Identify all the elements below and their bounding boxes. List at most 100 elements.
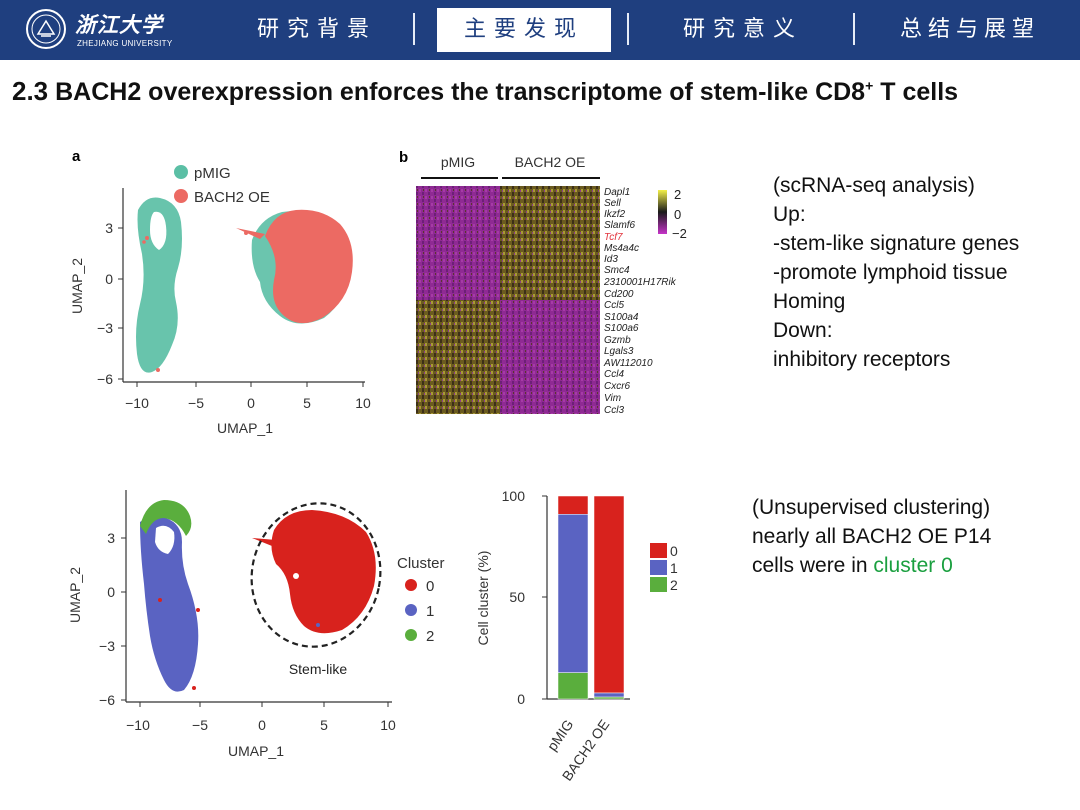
x-tick-label: −10: [125, 395, 149, 411]
nav-separator: [413, 13, 415, 45]
header-bar: 浙江大学 ZHEJIANG UNIVERSITY 研究背景 主要发现 研究意义 …: [0, 0, 1080, 60]
x-axis-label: UMAP_1: [228, 743, 284, 759]
clustering-notes: (Unsupervised clustering) nearly all BAC…: [752, 493, 991, 580]
heatmap-block: [500, 300, 600, 414]
note-line: (scRNA-seq analysis): [773, 174, 975, 197]
y-tick-label: 100: [502, 488, 526, 504]
nav-research-significance[interactable]: 研究意义: [682, 17, 803, 42]
gene-label: Ccl5: [604, 300, 624, 311]
x-tick-label: 10: [355, 395, 371, 411]
y-tick-label: −6: [97, 371, 113, 387]
legend-swatch-1: [650, 560, 667, 575]
legend-cluster-1-label: 1: [426, 603, 434, 620]
y-tick-label: 50: [509, 589, 525, 605]
pmig-cluster-hole: [150, 211, 167, 250]
x-tick-label: −5: [192, 717, 208, 733]
cluster-2-region: [140, 500, 192, 536]
heatmap-block: [416, 186, 500, 300]
scatter-dot: [316, 623, 320, 627]
y-axis-label: UMAP_2: [69, 258, 85, 314]
scale-label: 0: [674, 207, 681, 222]
heatmap-block: [416, 300, 500, 414]
gene-label: Sell: [604, 198, 621, 209]
note-line: Homing: [773, 290, 846, 313]
heatmap-block: [500, 186, 600, 300]
panel-b-label: b: [399, 149, 408, 166]
bar-segment-bach2-oe-cluster-2: [593, 696, 625, 700]
note-line: (Unsupervised clustering): [752, 496, 991, 519]
umap-condition-plot: a pMIG BACH2 OE −10 −5 0 5 10 3 0 −3 −6 …: [69, 148, 371, 436]
bar-segment-bach2-oe-cluster-1: [593, 692, 625, 698]
stem-like-annotation: Stem-like: [289, 661, 348, 677]
note-text: cells were in: [752, 554, 868, 577]
y-tick-label: 3: [107, 530, 115, 546]
panel-a-label: a: [72, 148, 81, 165]
x-axis-label: UMAP_1: [217, 420, 273, 436]
gene-label-highlight: Tcf7: [604, 232, 623, 243]
legend-pmig-label: pMIG: [194, 165, 231, 182]
nav-separator: [627, 13, 629, 45]
umap-cluster-plot: Stem-like Cluster 0 1 2 −10 −5 0 5 10 3 …: [67, 490, 445, 759]
gene-label: Id3: [604, 254, 618, 265]
gene-label: Ccl3: [604, 405, 624, 416]
university-logo[interactable]: 浙江大学 ZHEJIANG UNIVERSITY: [25, 8, 175, 52]
legend-cluster-0-marker: [405, 579, 417, 591]
legend-cluster-2-label: 2: [426, 628, 434, 645]
x-tick-label: 0: [247, 395, 255, 411]
cluster-0-region: [271, 510, 376, 634]
cluster-stacked-bar-chart: 100 50 0 Cell cluster (%) pMIG BACH2 OE …: [475, 488, 678, 784]
scatter-dot: [244, 231, 248, 235]
section-title-tail: T cells: [880, 78, 959, 106]
gene-label: S100a6: [604, 323, 639, 334]
y-axis-label: UMAP_2: [67, 567, 83, 623]
x-tick-label: −5: [188, 395, 204, 411]
note-line: cells were in cluster 0: [752, 551, 991, 580]
logo-chinese-name: 浙江大学: [75, 12, 163, 37]
nav-separator: [853, 13, 855, 45]
y-tick-label: 0: [517, 691, 525, 707]
gene-label: Gzmb: [604, 335, 631, 346]
slide-title: 2.3 BACH2 overexpression enforces the tr…: [12, 76, 958, 107]
y-tick-label: 3: [105, 220, 113, 236]
pmig-cluster: [136, 197, 182, 373]
heatmap-group-label: pMIG: [441, 154, 475, 170]
x-tick-label: 10: [380, 717, 396, 733]
x-tick-label: −10: [126, 717, 150, 733]
gene-label: Vim: [604, 393, 621, 404]
y-axis-label: Cell cluster (%): [475, 551, 491, 646]
scatter-dot: [192, 686, 196, 690]
legend-label: 0: [670, 543, 678, 559]
gene-label: AW112010: [603, 358, 653, 369]
y-tick-label: −6: [99, 692, 115, 708]
nav-summary-outlook[interactable]: 总结与展望: [899, 17, 1040, 42]
gene-label: Lgals3: [604, 346, 634, 357]
note-line: nearly all BACH2 OE P14: [752, 525, 992, 548]
nav-research-background[interactable]: 研究背景: [256, 17, 377, 42]
nav-main-findings[interactable]: 主要发现: [437, 8, 611, 52]
scatter-dot: [158, 598, 162, 602]
gene-label: Slamf6: [604, 220, 636, 231]
scatter-dot: [145, 236, 149, 240]
logo-english-name: ZHEJIANG UNIVERSITY: [77, 39, 173, 48]
scale-label: 2: [674, 187, 681, 202]
legend-swatch-2: [650, 577, 667, 592]
note-line: -promote lymphoid tissue: [773, 261, 1008, 284]
x-tick-label: 5: [320, 717, 328, 733]
heatmap-group-label: BACH2 OE: [515, 154, 586, 170]
scatter-dot: [196, 608, 200, 612]
cluster-gap: [293, 573, 299, 579]
y-tick-label: 0: [107, 584, 115, 600]
legend-bach2-label: BACH2 OE: [194, 189, 270, 206]
cluster-0-tail: [252, 538, 276, 546]
scrna-notes: (scRNA-seq analysis) Up: -stem-like sign…: [773, 171, 1019, 374]
note-line: -stem-like signature genes: [773, 232, 1020, 255]
y-tick-label: −3: [97, 320, 113, 336]
note-line: Down:: [773, 319, 833, 342]
gene-label: 2310001H17Rik: [603, 277, 677, 288]
legend-pmig-marker: [174, 165, 188, 179]
gene-label: Cxcr6: [604, 381, 631, 392]
y-tick-label: 0: [105, 271, 113, 287]
legend-cluster-2-marker: [405, 629, 417, 641]
scatter-dot: [156, 368, 160, 372]
legend-cluster-1-marker: [405, 604, 417, 616]
